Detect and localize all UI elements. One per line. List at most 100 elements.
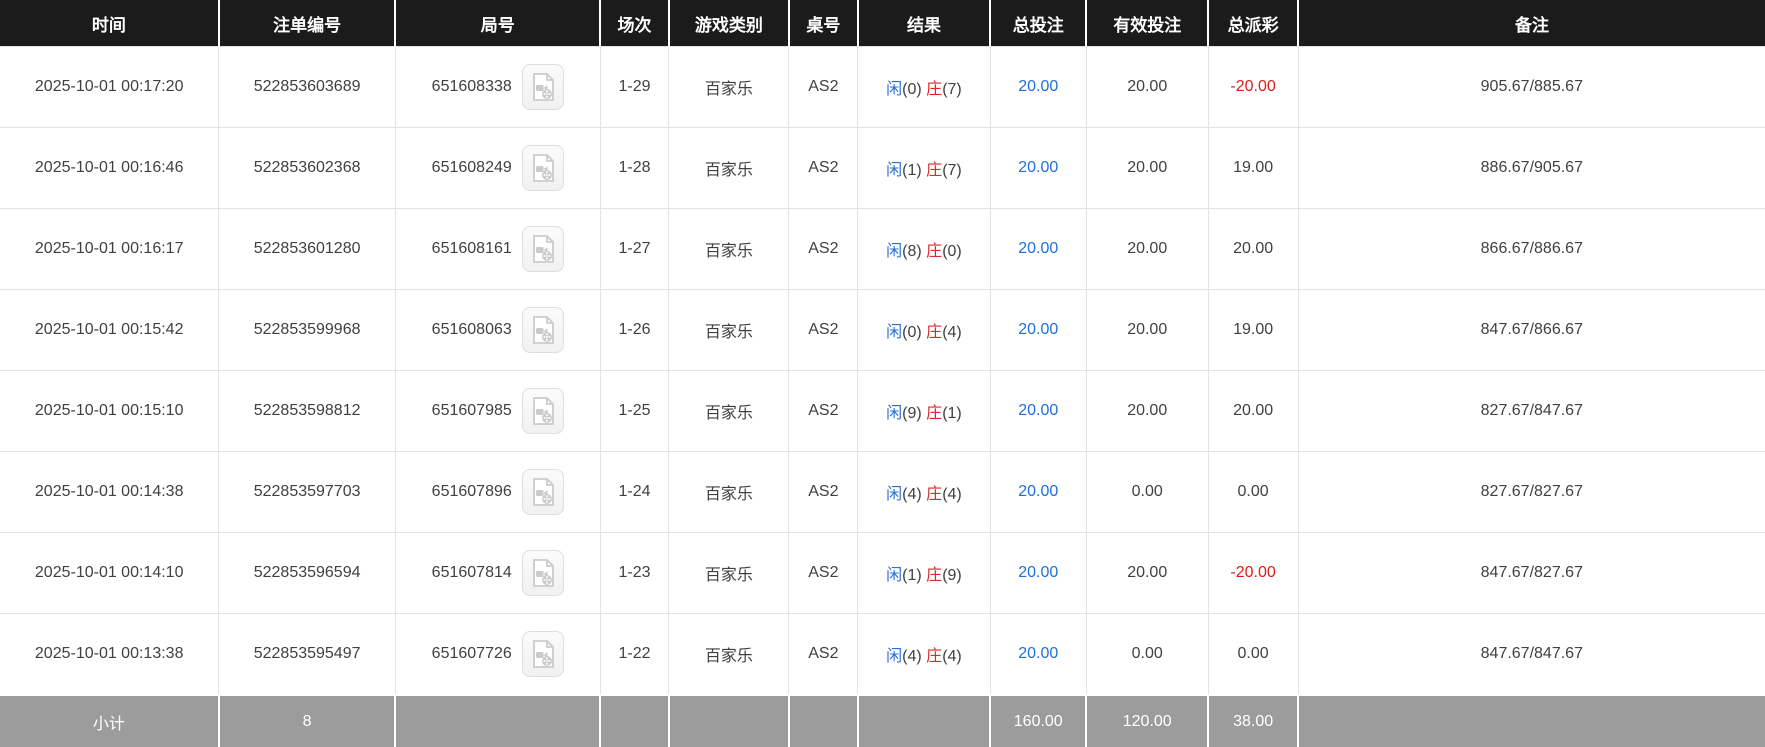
video-replay-button[interactable]: [521, 631, 564, 677]
result-banker-score: (4): [942, 648, 962, 665]
cell-game-type: 百家乐: [668, 532, 790, 614]
cell-bet-id: 522853602368: [218, 127, 396, 209]
cell-total-bet[interactable]: 20.00: [990, 532, 1087, 614]
result-banker-score: (7): [942, 162, 962, 179]
cell-result: 闲(8) 庄(0): [857, 208, 991, 290]
cell-result: 闲(1) 庄(7): [857, 127, 991, 209]
cell-remark: 866.67/886.67: [1298, 208, 1765, 290]
col-header-total-payout: 总派彩: [1208, 0, 1300, 47]
cell-round: 651607726: [395, 613, 601, 696]
subtotal-empty-result: [857, 694, 992, 747]
subtotal-empty-remark: [1298, 694, 1765, 747]
cell-session: 1-24: [600, 451, 670, 533]
video-replay-button[interactable]: [521, 388, 564, 434]
cell-total-bet[interactable]: 20.00: [990, 127, 1087, 209]
video-replay-button[interactable]: [521, 550, 564, 596]
cell-time: 2025-10-01 00:16:17: [0, 208, 220, 290]
cell-session: 1-29: [600, 46, 670, 128]
cell-session: 1-23: [600, 532, 670, 614]
cell-bet-id: 522853601280: [218, 208, 396, 290]
cell-total-payout: 0.00: [1208, 451, 1299, 533]
cell-session: 1-26: [600, 289, 670, 371]
cell-valid-bet: 20.00: [1086, 208, 1209, 290]
cell-table-no: AS2: [788, 127, 859, 209]
cell-round: 651607814: [395, 532, 601, 614]
result-player-score: (1): [902, 567, 922, 584]
cell-round: 651608161: [395, 208, 601, 290]
cell-table-no: AS2: [788, 613, 859, 696]
cell-table-no: AS2: [788, 46, 859, 128]
subtotal-empty-table-no: [788, 694, 859, 747]
cell-table-no: AS2: [788, 370, 859, 452]
cell-session: 1-25: [600, 370, 670, 452]
col-header-game-type: 游戏类别: [668, 0, 790, 47]
result-banker-label: 庄: [926, 648, 943, 665]
subtotal-empty-game-type: [668, 694, 790, 747]
col-header-table-no: 桌号: [788, 0, 859, 47]
cell-remark: 847.67/847.67: [1298, 613, 1765, 696]
cell-total-bet[interactable]: 20.00: [990, 370, 1087, 452]
result-player-label: 闲: [886, 405, 903, 422]
cell-table-no: AS2: [788, 532, 859, 614]
video-replay-button[interactable]: [521, 307, 564, 353]
cell-total-bet[interactable]: 20.00: [990, 289, 1087, 371]
cell-game-type: 百家乐: [668, 289, 790, 371]
cell-result: 闲(0) 庄(4): [857, 289, 991, 371]
table-body: 2025-10-01 00:17:20 522853603689 6516083…: [0, 46, 1765, 696]
cell-time: 2025-10-01 00:16:46: [0, 127, 220, 209]
cell-total-payout: 0.00: [1208, 613, 1299, 696]
result-player-score: (9): [902, 405, 922, 422]
result-banker-score: (7): [942, 81, 962, 98]
table-row: 2025-10-01 00:17:20 522853603689 6516083…: [0, 46, 1765, 128]
cell-total-bet[interactable]: 20.00: [990, 46, 1087, 128]
cell-table-no: AS2: [788, 289, 859, 371]
table-row: 2025-10-01 00:15:42 522853599968 6516080…: [0, 289, 1765, 371]
cell-valid-bet: 20.00: [1086, 532, 1209, 614]
result-banker-label: 庄: [926, 81, 943, 98]
cell-remark: 886.67/905.67: [1298, 127, 1765, 209]
cell-session: 1-27: [600, 208, 670, 290]
cell-table-no: AS2: [788, 208, 859, 290]
cell-total-bet[interactable]: 20.00: [990, 208, 1087, 290]
cell-total-payout: -20.00: [1208, 532, 1299, 614]
cell-round: 651608063: [395, 289, 601, 371]
col-header-valid-bet: 有效投注: [1086, 0, 1210, 47]
cell-total-bet[interactable]: 20.00: [990, 613, 1087, 696]
result-banker-label: 庄: [926, 162, 943, 179]
table-row: 2025-10-01 00:13:38 522853595497 6516077…: [0, 613, 1765, 696]
video-replay-icon: [532, 316, 554, 344]
video-replay-button[interactable]: [521, 226, 564, 272]
video-replay-icon: [532, 397, 554, 425]
cell-bet-id: 522853595497: [218, 613, 396, 696]
result-player-score: (0): [902, 324, 922, 341]
video-replay-icon: [532, 478, 554, 506]
col-header-remark: 备注: [1298, 0, 1765, 47]
round-number: 651607896: [431, 483, 512, 500]
result-player-score: (1): [902, 162, 922, 179]
cell-bet-id: 522853597703: [218, 451, 396, 533]
round-number: 651608338: [431, 78, 512, 95]
cell-game-type: 百家乐: [668, 451, 790, 533]
video-replay-button[interactable]: [521, 64, 564, 110]
table-row: 2025-10-01 00:14:38 522853597703 6516078…: [0, 451, 1765, 533]
table-row: 2025-10-01 00:14:10 522853596594 6516078…: [0, 532, 1765, 614]
cell-game-type: 百家乐: [668, 46, 790, 128]
video-replay-button[interactable]: [521, 145, 564, 191]
cell-remark: 847.67/866.67: [1298, 289, 1765, 371]
subtotal-row: 小计 8 160.00 120.00 38.00: [0, 694, 1765, 747]
cell-valid-bet: 20.00: [1086, 46, 1209, 128]
table-header: 时间 注单编号 局号 场次 游戏类别 桌号 结果 总投注 有效投注 总派彩 备注: [0, 0, 1765, 47]
cell-remark: 827.67/847.67: [1298, 370, 1765, 452]
result-banker-label: 庄: [926, 243, 943, 260]
cell-bet-id: 522853603689: [218, 46, 396, 128]
result-banker-label: 庄: [926, 567, 943, 584]
round-number: 651607814: [431, 564, 512, 581]
col-header-result: 结果: [857, 0, 992, 47]
video-replay-button[interactable]: [521, 469, 564, 515]
subtotal-empty-round: [395, 694, 602, 747]
cell-time: 2025-10-01 00:17:20: [0, 46, 220, 128]
subtotal-empty-session: [600, 694, 670, 747]
cell-total-payout: 20.00: [1208, 208, 1299, 290]
cell-total-bet[interactable]: 20.00: [990, 451, 1087, 533]
